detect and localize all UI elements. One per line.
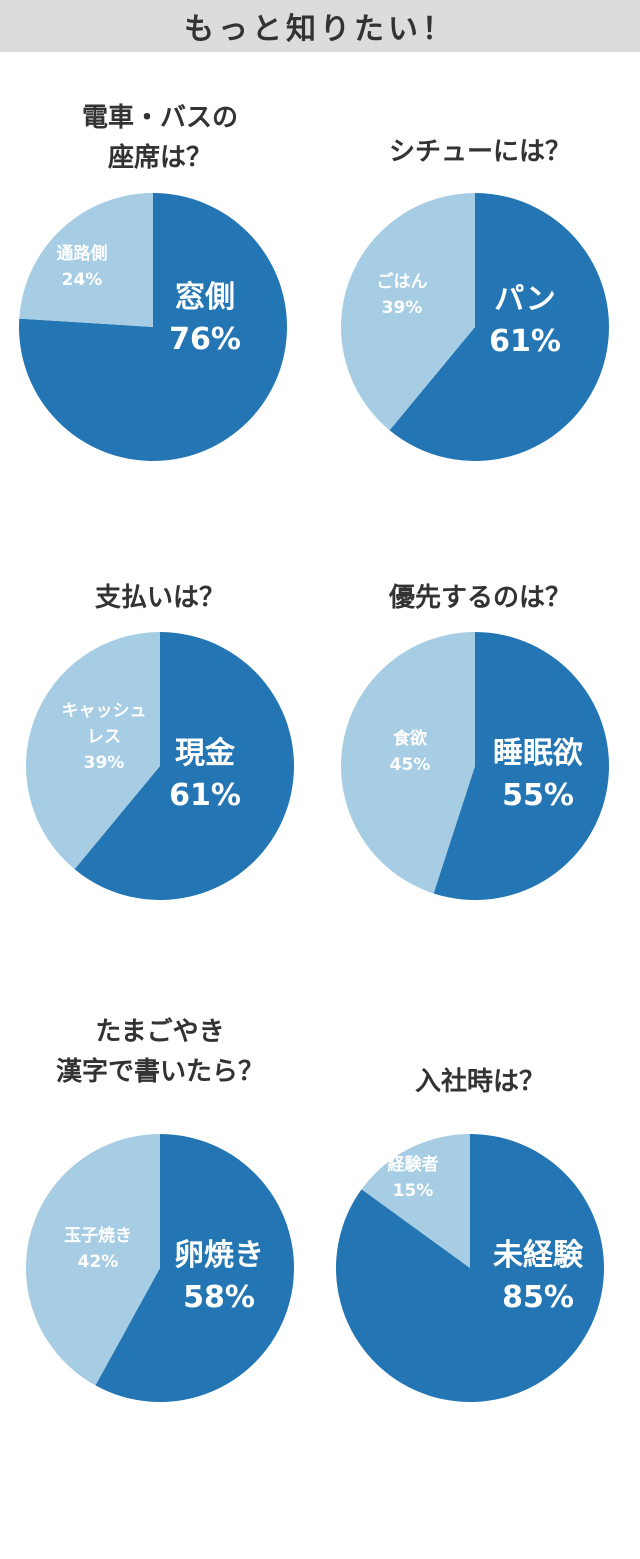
pie-slice-major: [433, 632, 609, 900]
slice-label-major: 卵焼き: [174, 1238, 264, 1273]
slice-value-major: 61%: [169, 778, 241, 813]
slice-value-major: 58%: [183, 1280, 255, 1315]
slice-value-major: 85%: [502, 1280, 574, 1315]
chart-title: 優先するのは？: [320, 578, 640, 618]
slice-label-major: 未経験: [493, 1238, 584, 1273]
slice-value-major: 55%: [502, 778, 574, 813]
slice-label-major: パン: [494, 282, 556, 317]
slice-value-minor: 42%: [78, 1252, 119, 1272]
chart-title: 電車・バスの 座席は？: [0, 98, 320, 178]
slice-label-minor: 通路側: [57, 243, 108, 264]
pie-slice-major: [18, 193, 287, 461]
slice-label-major: 現金: [175, 736, 236, 771]
slice-value-minor: 15%: [393, 1181, 434, 1201]
pie-slice-major: [389, 193, 609, 461]
pie-chart: 卵焼き 58% 玉子焼き 42%: [25, 1134, 294, 1402]
slice-label-minor: ごはん: [377, 271, 428, 292]
slice-label-minor: 玉子焼き: [64, 1225, 132, 1246]
slice-label-minor: 食欲: [393, 728, 427, 749]
chart-title-line: 電車・バスの: [81, 103, 238, 133]
pie-chart: パン 61% ごはん 39%: [341, 193, 609, 461]
pie-slice-minor: [25, 1134, 161, 1386]
slice-label-major: 窓側: [175, 280, 235, 315]
slice-value-minor: 45%: [390, 755, 431, 775]
slice-label-minor: レス: [87, 727, 121, 747]
pie-slice-minor: [361, 1134, 470, 1268]
slice-label-minor: キャッシュ: [62, 701, 147, 721]
pie-chart: 窓側 76% 通路側 24%: [18, 193, 287, 461]
chart-title-line: 座席は？: [107, 143, 212, 173]
chart-title: 入社時は？: [320, 1062, 640, 1102]
chart-title-line: 入社時は？: [414, 1067, 545, 1097]
slice-value-minor: 39%: [84, 753, 125, 773]
page-title: もっと知りたい！: [184, 12, 456, 47]
pie-slice-minor: [25, 632, 160, 870]
slice-label-major: 睡眠欲: [493, 736, 583, 771]
slice-value-major: 76%: [169, 322, 241, 357]
chart-title: たまごやき漢字で書いたら？: [0, 1012, 320, 1092]
chart-title-line: 支払いは？: [94, 583, 225, 613]
slice-value-minor: 39%: [382, 298, 423, 318]
pie-chart: 睡眠欲 55% 食欲 45%: [341, 632, 609, 900]
slice-value-major: 61%: [489, 324, 561, 359]
chart-title-line: シチューには？: [388, 137, 571, 167]
pie-slice-major: [95, 1134, 294, 1402]
chart-title: シチューには？: [320, 132, 640, 172]
pie-slice-minor: [341, 193, 475, 431]
chart-title-line: 優先するのは？: [388, 583, 571, 613]
pie-slice-major: [74, 632, 295, 900]
chart-title: 支払いは？: [0, 578, 320, 618]
slice-label-minor: 経験者: [388, 1154, 439, 1175]
pie-chart: 未経験 85% 経験者 15%: [336, 1134, 604, 1402]
pie-slice-minor: [19, 193, 153, 327]
chart-title-line: 漢字で書いたら？: [55, 1057, 264, 1087]
chart-title-line: たまごやき: [95, 1017, 225, 1047]
page-header: もっと知りたい！: [0, 0, 640, 52]
pie-slice-minor: [341, 632, 475, 894]
slice-value-minor: 24%: [62, 270, 103, 290]
